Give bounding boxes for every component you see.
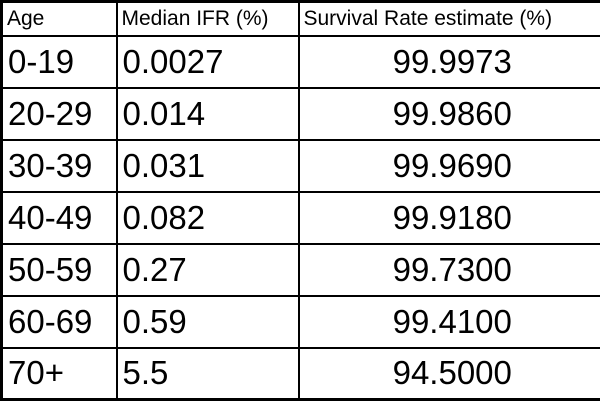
- cell-median-ifr: 0.0027: [117, 36, 299, 88]
- cell-age: 50-59: [2, 244, 117, 296]
- cell-survival-rate: 99.4100: [299, 296, 600, 348]
- table-row: 30-39 0.031 99.9690: [2, 140, 600, 192]
- cell-age: 40-49: [2, 192, 117, 244]
- cell-survival-rate: 99.9690: [299, 140, 600, 192]
- table-row: 60-69 0.59 99.4100: [2, 296, 600, 348]
- cell-age: 30-39: [2, 140, 117, 192]
- cell-age: 20-29: [2, 88, 117, 140]
- cell-survival-rate: 99.9180: [299, 192, 600, 244]
- cell-age: 60-69: [2, 296, 117, 348]
- header-cell-survival-rate: Survival Rate estimate (%): [299, 2, 600, 36]
- cell-age: 0-19: [2, 36, 117, 88]
- table-row: 70+ 5.5 94.5000: [2, 348, 600, 400]
- cell-median-ifr: 0.031: [117, 140, 299, 192]
- table-row: 0-19 0.0027 99.9973: [2, 36, 600, 88]
- table-row: 20-29 0.014 99.9860: [2, 88, 600, 140]
- cell-median-ifr: 5.5: [117, 348, 299, 400]
- cell-median-ifr: 0.082: [117, 192, 299, 244]
- table-row: 50-59 0.27 99.7300: [2, 244, 600, 296]
- cell-survival-rate: 99.9860: [299, 88, 600, 140]
- cell-age: 70+: [2, 348, 117, 400]
- cell-survival-rate: 99.9973: [299, 36, 600, 88]
- table-row: 40-49 0.082 99.9180: [2, 192, 600, 244]
- header-cell-age: Age: [2, 2, 117, 36]
- header-cell-median-ifr: Median IFR (%): [117, 2, 299, 36]
- cell-median-ifr: 0.59: [117, 296, 299, 348]
- cell-survival-rate: 99.7300: [299, 244, 600, 296]
- table-header-row: Age Median IFR (%) Survival Rate estimat…: [2, 2, 600, 36]
- cell-survival-rate: 94.5000: [299, 348, 600, 400]
- cell-median-ifr: 0.014: [117, 88, 299, 140]
- cell-median-ifr: 0.27: [117, 244, 299, 296]
